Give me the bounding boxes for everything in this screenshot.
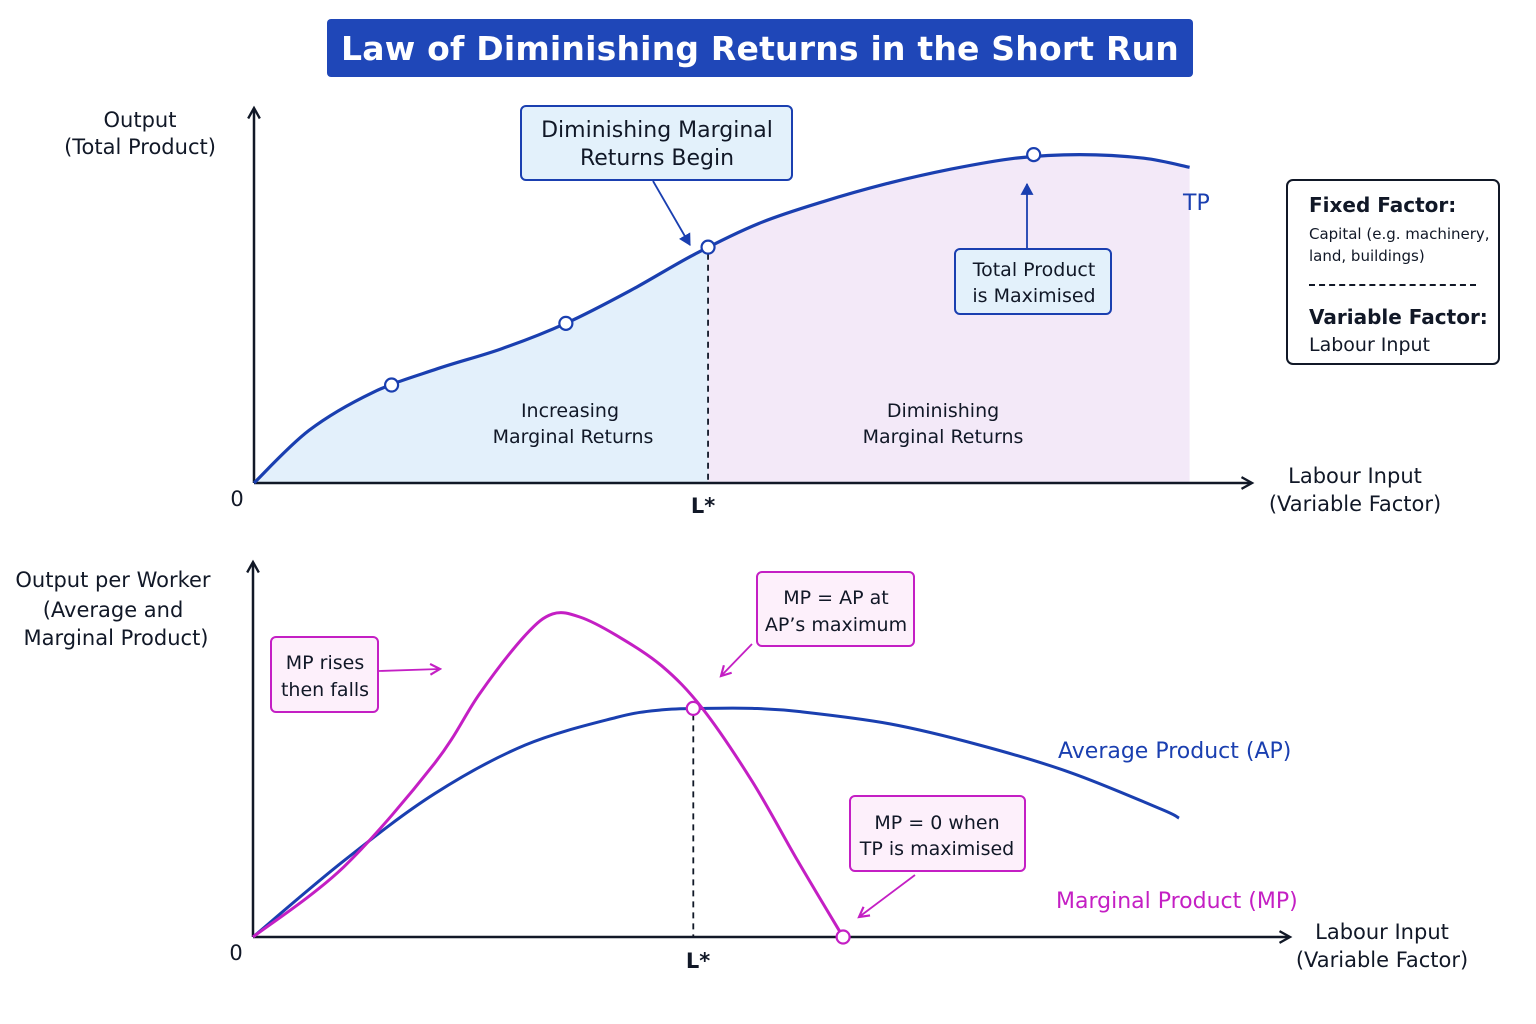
annotation-tp-max: Total Product is Maximised <box>954 182 1112 315</box>
annotation-mp-equals-ap-box <box>756 571 915 647</box>
annotation-mp-zero-box <box>849 795 1026 872</box>
mp-ap-intersection-point <box>685 700 701 717</box>
annotation-mp-rises: MP rises then falls <box>270 636 440 713</box>
ap-mp-chart: Output per Worker (Average and Marginal … <box>15 562 1468 973</box>
annotation-mp-rises-arrow <box>378 669 440 671</box>
variable-factor-heading: Variable Factor: <box>1309 305 1488 329</box>
fixed-factor-heading: Fixed Factor: <box>1309 193 1457 217</box>
mp-curve <box>252 611 845 939</box>
annotation-mp-equals-ap-line2: AP’s maximum <box>765 614 907 636</box>
annotation-mp-zero: MP = 0 when TP is maximised <box>849 795 1026 917</box>
apmp-ylabel-line1: Output per Worker <box>15 568 211 592</box>
annotation-mp-zero-arrow <box>859 874 916 917</box>
annotation-tp-max-line2: is Maximised <box>972 285 1095 307</box>
increasing-region-label-line1: Increasing <box>521 400 619 422</box>
annotation-mp-rises-box <box>270 636 379 713</box>
ap-series-label: Average Product (AP) <box>1058 739 1291 764</box>
mp-series-label: Marginal Product (MP) <box>1056 889 1298 914</box>
apmp-xlabel-line1: Labour Input <box>1315 920 1449 944</box>
diminishing-region-label-line1: Diminishing <box>887 400 999 422</box>
fixed-factor-line2: land, buildings) <box>1309 247 1425 265</box>
apmp-lstar-label: L* <box>686 949 710 973</box>
tp-curve <box>252 152 1190 485</box>
ap-curve <box>252 706 1180 939</box>
tp-point-1 <box>383 377 400 393</box>
apmp-origin-label: 0 <box>229 941 242 965</box>
annotation-mp-zero-line1: MP = 0 when <box>874 812 999 834</box>
legend-divider <box>1309 284 1476 286</box>
tp-xlabel-line2: (Variable Factor) <box>1269 492 1441 516</box>
chart-title: Law of Diminishing Returns in the Short … <box>341 28 1179 68</box>
tp-ylabel-line1: Output <box>104 108 177 132</box>
diminishing-region-label-line2: Marginal Returns <box>863 426 1024 448</box>
increasing-returns-region <box>254 247 709 483</box>
increasing-region-label-line2: Marginal Returns <box>493 426 654 448</box>
apmp-ylabel-line3: Marginal Product) <box>23 626 208 650</box>
apmp-xlabel-line2: (Variable Factor) <box>1296 948 1468 972</box>
annotation-mp-zero-line2: TP is maximised <box>859 838 1014 860</box>
tp-ylabel-line2: (Total Product) <box>64 135 216 159</box>
tp-chart: Output (Total Product) Labour Input (Var… <box>64 105 1441 518</box>
factor-legend-box: Fixed Factor: Capital (e.g. machinery, l… <box>1286 179 1500 365</box>
tp-lstar-label: L* <box>691 494 715 518</box>
tp-point-4 <box>1026 147 1042 163</box>
annotation-tp-max-box <box>954 248 1112 315</box>
annotation-mp-rises-line1: MP rises <box>286 652 364 674</box>
tp-point-2 <box>558 315 574 331</box>
mp-zero-point <box>835 929 851 945</box>
annotation-diminishing-begin-line2: Returns Begin <box>580 146 734 171</box>
tp-origin-label: 0 <box>230 487 243 511</box>
annotation-mp-rises-line2: then falls <box>281 679 369 701</box>
apmp-ylabel-line2: (Average and <box>43 598 184 622</box>
annotation-tp-max-line1: Total Product <box>972 259 1096 281</box>
annotation-mp-equals-ap: MP = AP at AP’s maximum <box>721 571 915 676</box>
annotation-diminishing-begin-line1: Diminishing Marginal <box>541 118 773 143</box>
tp-point-3 <box>700 239 716 255</box>
tp-xlabel-line1: Labour Input <box>1288 464 1422 488</box>
annotation-diminishing-begin-arrow <box>652 180 691 246</box>
annotation-mp-equals-ap-line1: MP = AP at <box>783 587 888 609</box>
fixed-factor-line1: Capital (e.g. machinery, <box>1309 225 1490 243</box>
annotation-diminishing-begin-box <box>520 105 793 181</box>
title-banner: Law of Diminishing Returns in the Short … <box>327 19 1193 77</box>
annotation-diminishing-begin: Diminishing Marginal Returns Begin <box>520 105 793 246</box>
tp-series-label: TP <box>1182 191 1210 216</box>
annotation-mp-equals-ap-arrow <box>721 643 753 676</box>
variable-factor-body: Labour Input <box>1309 334 1431 356</box>
diminishing-returns-region <box>708 154 1190 483</box>
